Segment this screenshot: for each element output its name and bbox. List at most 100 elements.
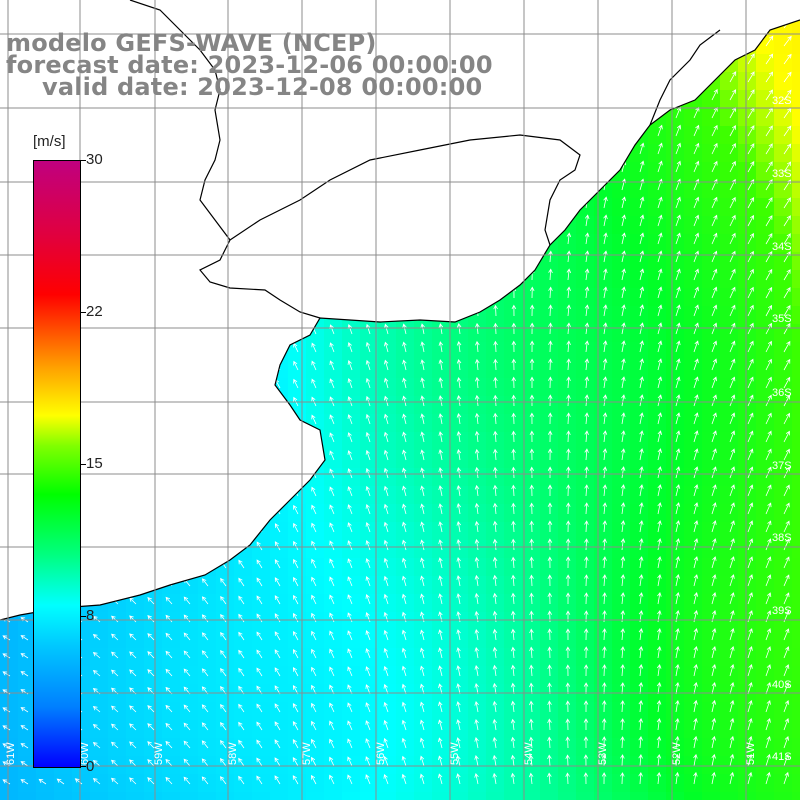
wind-arrow <box>420 539 425 551</box>
wind-arrow <box>311 774 317 785</box>
wind-arrow <box>602 502 608 515</box>
wind-cell <box>468 666 487 685</box>
wind-cell <box>756 450 775 469</box>
wind-cell <box>360 486 379 505</box>
wind-arrow <box>438 359 444 371</box>
wind-cell <box>756 576 775 595</box>
wind-arrow <box>747 466 754 479</box>
wind-cell <box>558 450 577 469</box>
wind-cell <box>360 576 379 595</box>
wind-arrow <box>603 286 608 299</box>
wind-cell <box>720 522 739 541</box>
wind-cell <box>432 756 451 775</box>
wind-arrow <box>383 719 389 731</box>
wind-arrow <box>657 286 663 299</box>
wind-cell <box>342 540 361 559</box>
wind-cell <box>630 198 649 217</box>
wind-arrow <box>529 304 535 317</box>
wind-cell <box>360 540 379 559</box>
wind-arrow <box>2 779 11 785</box>
wind-arrow <box>311 630 317 641</box>
wind-cell <box>684 612 703 631</box>
wind-cell <box>630 234 649 253</box>
wind-arrow <box>639 412 644 425</box>
wind-arrow <box>711 142 718 155</box>
wind-cell <box>486 468 505 487</box>
wind-cell <box>450 468 469 487</box>
wind-arrow <box>566 412 571 425</box>
wind-cell <box>504 576 523 595</box>
wind-cell <box>504 648 523 667</box>
wind-arrow <box>420 503 425 515</box>
wind-cell <box>522 756 541 775</box>
wind-arrow <box>765 771 771 785</box>
wind-cell <box>360 396 379 415</box>
wind-arrow <box>201 614 209 623</box>
wind-arrow <box>747 717 753 731</box>
wind-cell <box>738 144 757 163</box>
wind-arrow <box>639 160 645 173</box>
wind-cell <box>594 306 613 325</box>
wind-arrow <box>493 412 498 425</box>
wind-arrow <box>747 664 753 677</box>
wind-cell <box>414 450 433 469</box>
wind-arrow <box>693 466 699 479</box>
wind-arrow <box>474 700 479 713</box>
wind-cell <box>486 450 505 469</box>
wind-arrow <box>347 432 353 443</box>
wind-arrow <box>474 412 480 425</box>
wind-cell <box>234 792 253 800</box>
wind-cell <box>378 666 397 685</box>
wind-arrow <box>219 740 227 749</box>
wind-arrow <box>620 628 625 641</box>
wind-cell <box>612 450 631 469</box>
wind-arrow <box>638 592 644 605</box>
wind-arrow <box>274 559 281 569</box>
wind-cell <box>432 468 451 487</box>
wind-arrow <box>438 323 444 335</box>
wind-arrow <box>438 467 443 479</box>
wind-cell <box>630 396 649 415</box>
wind-arrow <box>765 628 772 641</box>
wind-cell <box>792 414 800 433</box>
wind-arrow <box>765 753 771 767</box>
wind-arrow <box>583 754 589 767</box>
wind-arrow <box>456 629 461 641</box>
wind-arrow <box>747 520 754 533</box>
wind-arrow <box>220 667 227 677</box>
wind-cell <box>378 558 397 577</box>
wind-arrow <box>621 286 626 299</box>
wind-arrow <box>20 671 29 677</box>
wind-cell <box>702 540 721 559</box>
wind-arrow <box>201 668 209 677</box>
wind-arrow <box>765 466 772 479</box>
wind-arrow <box>657 466 662 479</box>
wind-cell <box>414 396 433 415</box>
wind-arrow <box>565 718 571 731</box>
wind-cell <box>432 324 451 343</box>
wind-arrow <box>657 124 663 137</box>
wind-arrow <box>402 395 407 407</box>
longitude-label: 55W <box>449 742 461 765</box>
wind-cell <box>666 198 685 217</box>
longitude-label: 52W <box>671 742 683 765</box>
wind-cell <box>756 234 775 253</box>
wind-arrow <box>783 448 790 461</box>
wind-cell <box>612 198 631 217</box>
wind-arrow <box>675 106 682 119</box>
wind-arrow <box>402 467 407 479</box>
wind-arrow <box>511 538 516 551</box>
wind-arrow <box>565 646 571 659</box>
wind-arrow <box>402 341 407 353</box>
wind-arrow <box>329 702 335 713</box>
wind-cell <box>684 666 703 685</box>
wind-arrow <box>565 520 571 533</box>
wind-arrow <box>365 575 371 587</box>
wind-arrow <box>783 287 791 299</box>
wind-cell <box>270 792 289 800</box>
wind-cell <box>792 18 800 37</box>
wind-arrow <box>657 214 663 227</box>
wind-arrow <box>365 431 371 443</box>
wind-cell <box>666 630 685 649</box>
wind-cell <box>144 792 163 800</box>
